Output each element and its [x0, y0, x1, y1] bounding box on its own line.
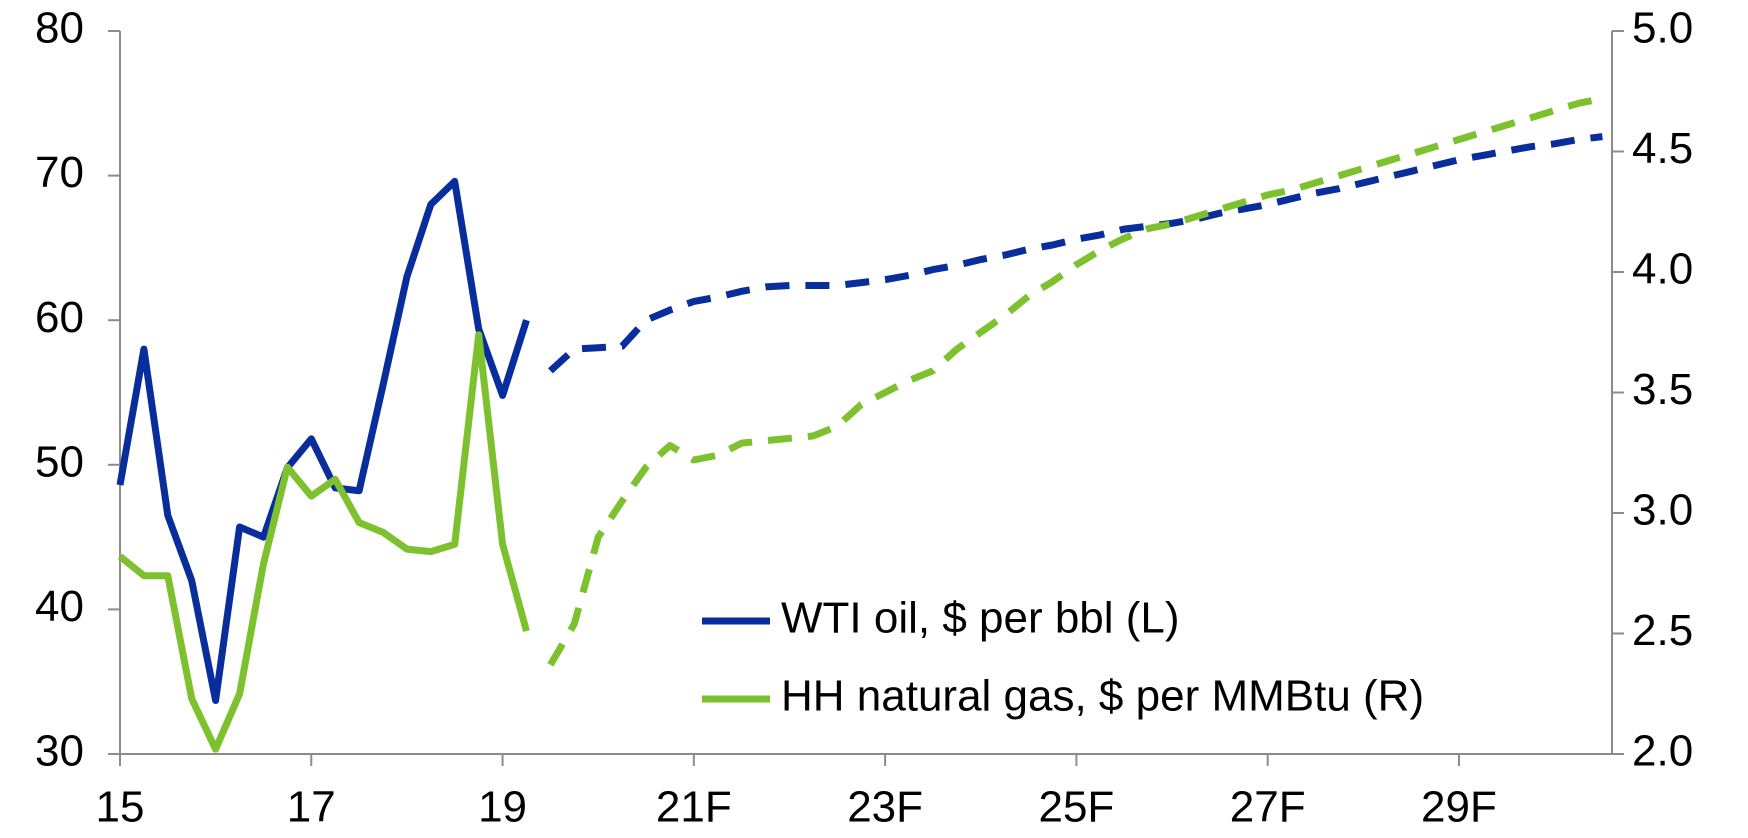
y2-tick-label: 2.0 [1632, 727, 1693, 776]
forecast-line [547, 95, 1604, 667]
y-tick-label: 60 [35, 293, 84, 342]
y2-tick-label: 4.0 [1632, 245, 1693, 294]
y-tick-label: 40 [35, 582, 84, 631]
x-tick-label: 23F [847, 783, 923, 832]
legend-label: HH natural gas, $ per MMBtu (R) [781, 672, 1424, 721]
legend-label: WTI oil, $ per bbl (L) [781, 594, 1180, 643]
x-tick-label: 29F [1421, 783, 1497, 832]
y2-tick-label: 4.5 [1632, 124, 1693, 173]
y2-tick-label: 3.5 [1632, 365, 1693, 414]
y2-tick-label: 3.0 [1632, 486, 1693, 535]
y-tick-label: 50 [35, 437, 84, 486]
y-tick-label: 30 [35, 727, 84, 776]
y2-tick-label: 5.0 [1632, 4, 1693, 53]
x-tick-label: 17 [287, 783, 336, 832]
x-tick-label: 25F [1038, 783, 1114, 832]
series-line [117, 331, 530, 753]
x-tick-label: 19 [478, 783, 527, 832]
y2-tick-label: 2.5 [1632, 606, 1693, 655]
x-tick-label: 27F [1230, 783, 1306, 832]
y-tick-label: 80 [35, 4, 84, 53]
x-tick-label: 21F [656, 783, 732, 832]
forecast-line [548, 133, 1603, 374]
series-line [116, 177, 530, 704]
x-tick-label: 15 [96, 783, 145, 832]
y-tick-label: 70 [35, 148, 84, 197]
